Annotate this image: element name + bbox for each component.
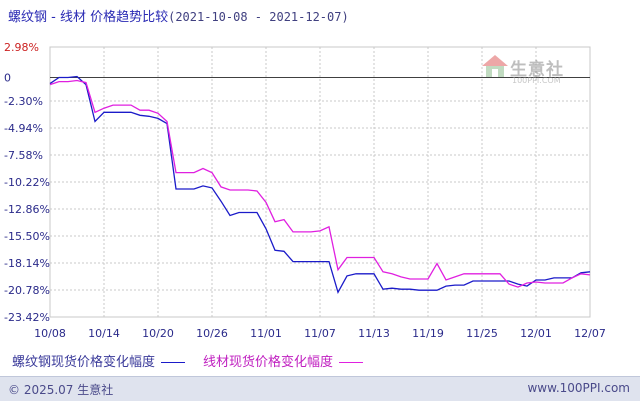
series-line-rebar bbox=[49, 75, 591, 294]
x-tick-label: 11/19 bbox=[412, 327, 444, 340]
y-tick-label: -2.30% bbox=[4, 95, 43, 108]
chart-title: 螺纹钢 - 线材 价格趋势比较(2021-10-08 - 2021-12-07) bbox=[8, 6, 349, 25]
footer-copyright: © 2025.07 生意社 bbox=[8, 383, 114, 397]
house-logo-icon bbox=[482, 55, 508, 77]
y-tick-label: 2.98% bbox=[4, 41, 39, 54]
x-tick-label: 10/26 bbox=[196, 327, 228, 340]
legend-label-wire: 线材现货价格变化幅度 bbox=[203, 355, 334, 370]
x-tick-label: 10/14 bbox=[88, 327, 120, 340]
x-tick-label: 10/08 bbox=[34, 327, 66, 340]
watermark-url: 100PPI.COM bbox=[512, 76, 561, 85]
y-tick-label: -20.78% bbox=[4, 284, 50, 297]
y-tick-label: -18.14% bbox=[4, 257, 50, 270]
x-tick-label: 11/01 bbox=[250, 327, 282, 340]
x-tick-label: 12/07 bbox=[574, 327, 606, 340]
y-tick-label: -15.50% bbox=[4, 230, 50, 243]
x-tick-label: 10/20 bbox=[142, 327, 174, 340]
series-line-wire bbox=[49, 79, 591, 288]
chart-title-main: 螺纹钢 - 线材 价格趋势比较 bbox=[8, 10, 169, 25]
y-tick-label: -10.22% bbox=[4, 176, 50, 189]
watermark-name: 生意社 bbox=[510, 60, 564, 80]
y-tick-label: 0 bbox=[4, 71, 11, 84]
chart-title-range: (2021-10-08 - 2021-12-07) bbox=[168, 10, 349, 24]
legend-swatch-rebar bbox=[161, 362, 186, 363]
x-tick-label: 11/13 bbox=[358, 327, 390, 340]
y-tick-label: -7.58% bbox=[4, 149, 43, 162]
legend-label-rebar: 螺纹钢现货价格变化幅度 bbox=[12, 355, 156, 370]
x-tick-label: 12/01 bbox=[520, 327, 552, 340]
chart-legend: 螺纹钢现货价格变化幅度 线材现货价格变化幅度 bbox=[12, 351, 381, 370]
y-tick-label: -4.94% bbox=[4, 122, 43, 135]
y-tick-label: -23.42% bbox=[4, 311, 50, 324]
footer-bar: © 2025.07 生意社 www.100PPI.com bbox=[0, 376, 640, 401]
x-tick-label: 11/07 bbox=[304, 327, 336, 340]
footer-site-link[interactable]: www.100PPI.com bbox=[527, 381, 630, 395]
legend-swatch-wire bbox=[339, 362, 364, 363]
x-tick-label: 11/25 bbox=[466, 327, 498, 340]
watermark-logo: 生意社 100PPI.COM bbox=[480, 53, 563, 85]
y-tick-label: -12.86% bbox=[4, 203, 50, 216]
